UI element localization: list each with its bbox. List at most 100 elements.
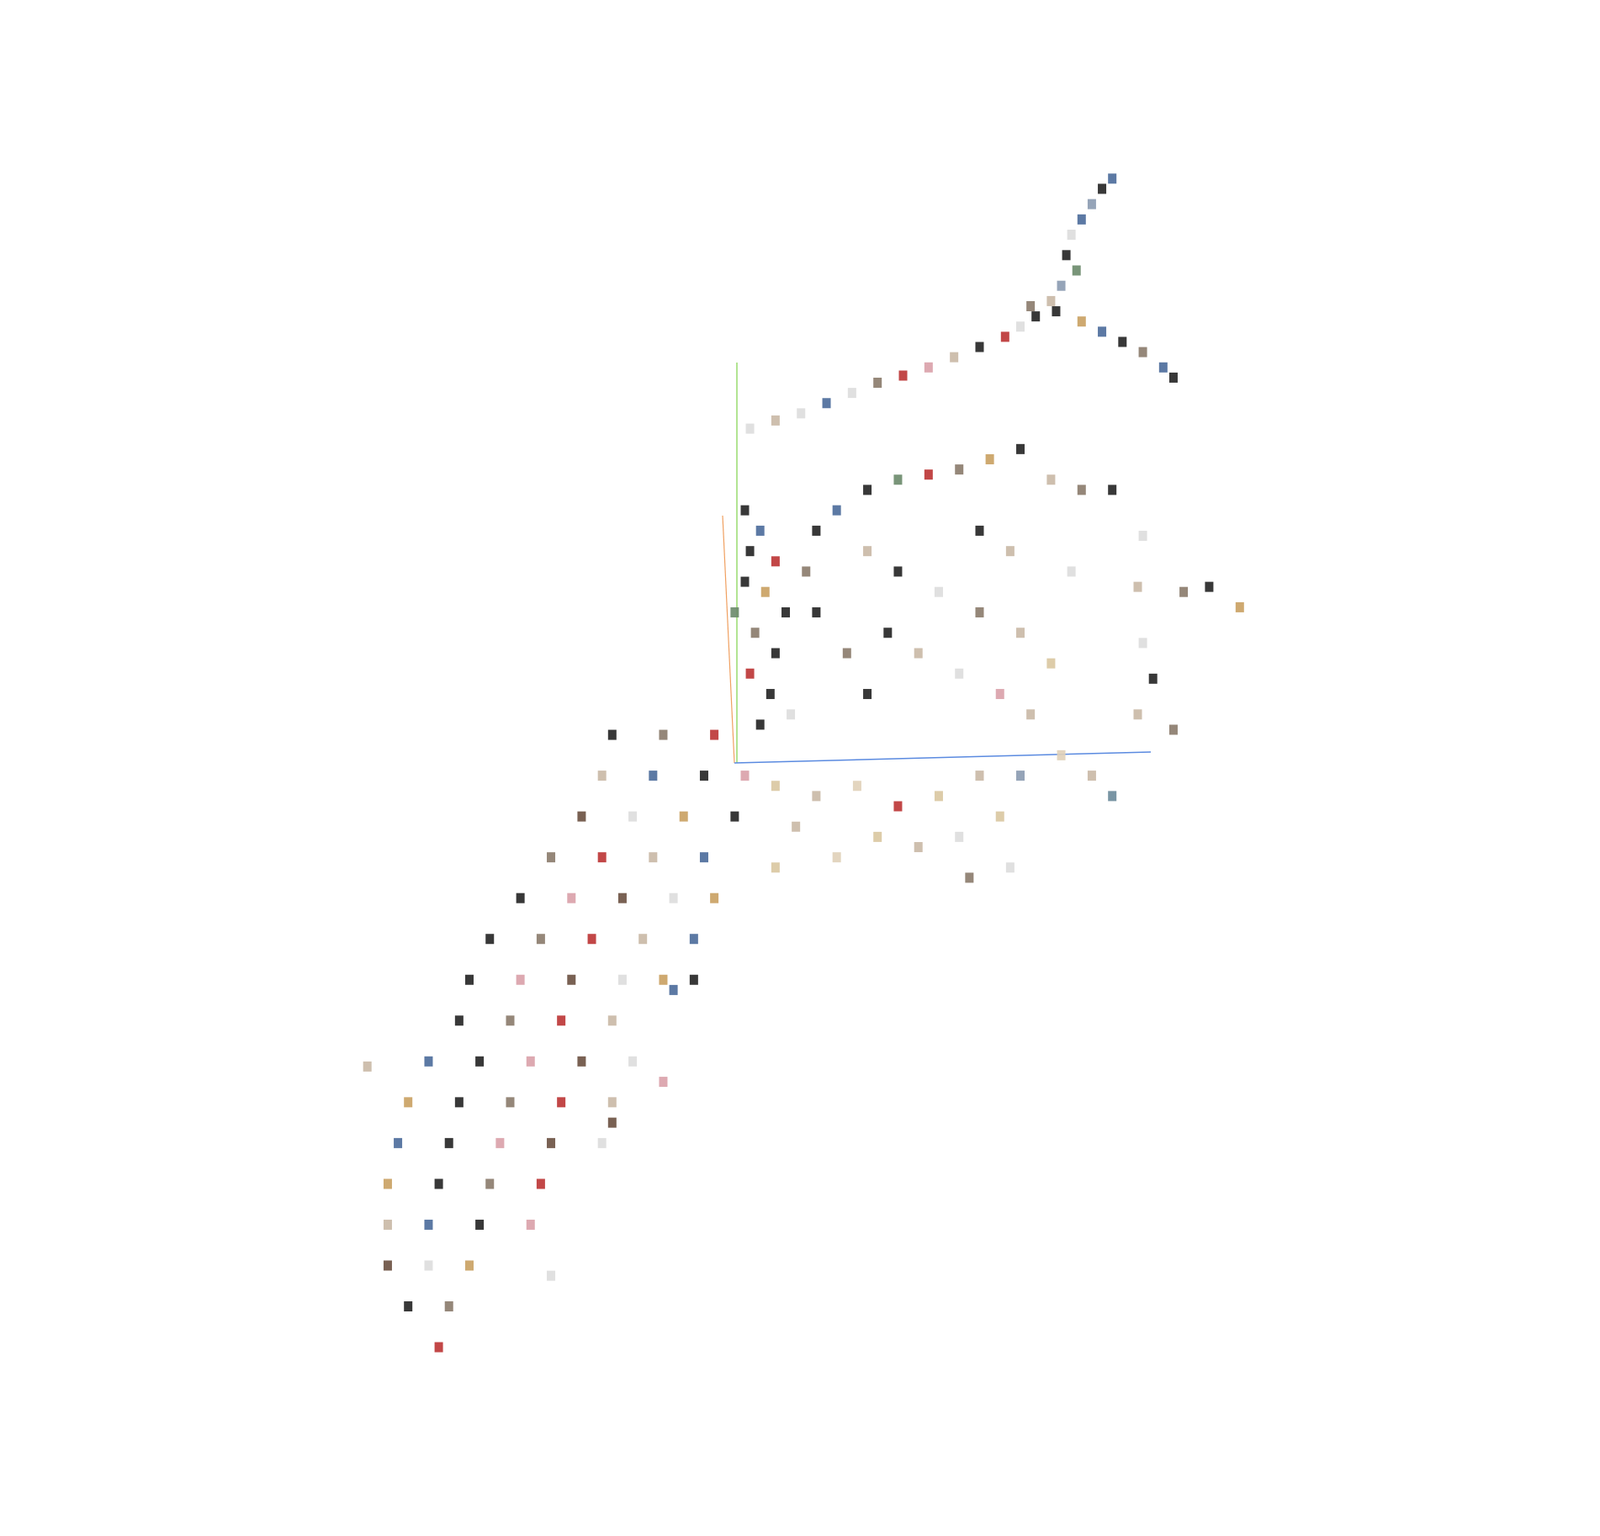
- thumbnail-point: [1087, 770, 1097, 781]
- thumbnail-point: [475, 1219, 484, 1230]
- thumbnail-point: [766, 688, 775, 700]
- thumbnail-point: [709, 730, 719, 741]
- thumbnail-point: [1179, 587, 1188, 598]
- thumbnail-point: [746, 668, 755, 679]
- thumbnail-point: [658, 730, 668, 741]
- thumbnail-point: [761, 587, 770, 598]
- thumbnail-point: [689, 974, 699, 986]
- thumbnail-point: [1016, 444, 1025, 455]
- thumbnail-point: [434, 1178, 444, 1189]
- thumbnail-point: [883, 627, 892, 638]
- thumbnail-point: [1072, 265, 1081, 276]
- thumbnail-point: [873, 377, 882, 388]
- thumbnail-point: [1107, 484, 1117, 495]
- thumbnail-point: [974, 770, 984, 781]
- thumbnail-point: [423, 1056, 433, 1067]
- thumbnail-point: [751, 627, 760, 638]
- thumbnail-point: [954, 668, 964, 679]
- thumbnail-point: [771, 648, 780, 659]
- thumbnail-point: [1016, 321, 1025, 332]
- thumbnail-point: [608, 730, 617, 741]
- thumbnail-point: [1087, 199, 1097, 210]
- thumbnail-point: [628, 811, 637, 822]
- thumbnail-point: [740, 505, 749, 516]
- thumbnail-point: [863, 688, 872, 700]
- thumbnail-point: [1097, 183, 1107, 194]
- thumbnail-point: [954, 831, 964, 843]
- thumbnail-point: [730, 607, 739, 618]
- thumbnail-point: [974, 525, 984, 536]
- thumbnail-point: [556, 1096, 566, 1108]
- thumbnail-point: [842, 648, 852, 659]
- thumbnail-point: [598, 770, 607, 781]
- thumbnail-point: [598, 852, 607, 863]
- thumbnail-point: [1169, 725, 1178, 736]
- thumbnail-point: [996, 688, 1005, 700]
- thumbnail-point: [1159, 362, 1168, 373]
- thumbnail-point: [485, 1178, 494, 1189]
- thumbnail-point: [608, 1096, 617, 1108]
- thumbnail-point: [679, 811, 689, 822]
- thumbnail-point: [873, 831, 882, 843]
- thumbnail-point: [811, 607, 821, 618]
- thumbnail-point: [455, 1015, 464, 1026]
- thumbnail-point: [506, 1096, 515, 1108]
- thumbnail-point: [1077, 214, 1087, 225]
- thumbnail-point: [1107, 790, 1117, 801]
- thumbnail-point: [669, 985, 679, 996]
- thumbnail-point: [924, 469, 933, 480]
- thumbnail-point: [893, 800, 902, 811]
- thumbnail-point: [1139, 347, 1148, 358]
- thumbnail-point: [786, 709, 795, 720]
- chart-root: [0, 0, 1600, 1536]
- thumbnail-point: [393, 1138, 403, 1149]
- thumbnail-point: [746, 423, 755, 435]
- thumbnail-point: [771, 780, 780, 791]
- thumbnail-point: [566, 893, 576, 904]
- thumbnail-point: [699, 770, 709, 781]
- thumbnail-point: [1046, 658, 1055, 669]
- thumbnail-point: [863, 484, 872, 495]
- thumbnail-point: [423, 1260, 433, 1271]
- thumbnail-point: [556, 1015, 566, 1026]
- thumbnail-point: [863, 545, 872, 557]
- thumbnail-point: [495, 1138, 504, 1149]
- thumbnail-point: [924, 362, 933, 373]
- thumbnail-point: [445, 1138, 454, 1149]
- thumbnail-point: [801, 566, 811, 577]
- thumbnail-point: [658, 974, 668, 986]
- axis-line-green: [736, 362, 737, 763]
- thumbnail-point: [403, 1301, 413, 1312]
- thumbnail-point: [996, 811, 1005, 822]
- axis-line-blue: [734, 752, 1151, 763]
- thumbnail-point: [899, 370, 908, 381]
- thumbnail-point: [516, 893, 525, 904]
- thumbnail-point: [1107, 173, 1117, 184]
- thumbnail-point: [847, 387, 857, 398]
- thumbnail-point: [638, 933, 647, 944]
- thumbnail-point: [536, 933, 546, 944]
- thumbnail-point: [403, 1096, 413, 1108]
- projector-axes: [722, 362, 1151, 763]
- thumbnail-point: [485, 933, 494, 944]
- thumbnail-point: [465, 974, 474, 986]
- thumbnail-point: [1046, 474, 1055, 485]
- thumbnail-point: [383, 1178, 393, 1189]
- thumbnail-point: [1117, 336, 1127, 347]
- thumbnail-point: [1139, 530, 1148, 541]
- thumbnail-point: [689, 933, 699, 944]
- thumbnail-point: [526, 1219, 536, 1230]
- thumbnail-point: [455, 1096, 464, 1108]
- thumbnail-point: [893, 474, 902, 485]
- thumbnail-point: [465, 1260, 474, 1271]
- thumbnail-point: [566, 974, 576, 986]
- thumbnail-point: [781, 607, 790, 618]
- thumbnail-point: [1149, 673, 1158, 684]
- thumbnail-point: [1026, 709, 1035, 720]
- thumbnail-point: [1046, 296, 1055, 307]
- thumbnail-point: [658, 1076, 668, 1087]
- thumbnail-point: [506, 1015, 515, 1026]
- thumbnail-point: [383, 1219, 393, 1230]
- thumbnail-point: [949, 352, 959, 363]
- thumbnail-point: [740, 577, 749, 588]
